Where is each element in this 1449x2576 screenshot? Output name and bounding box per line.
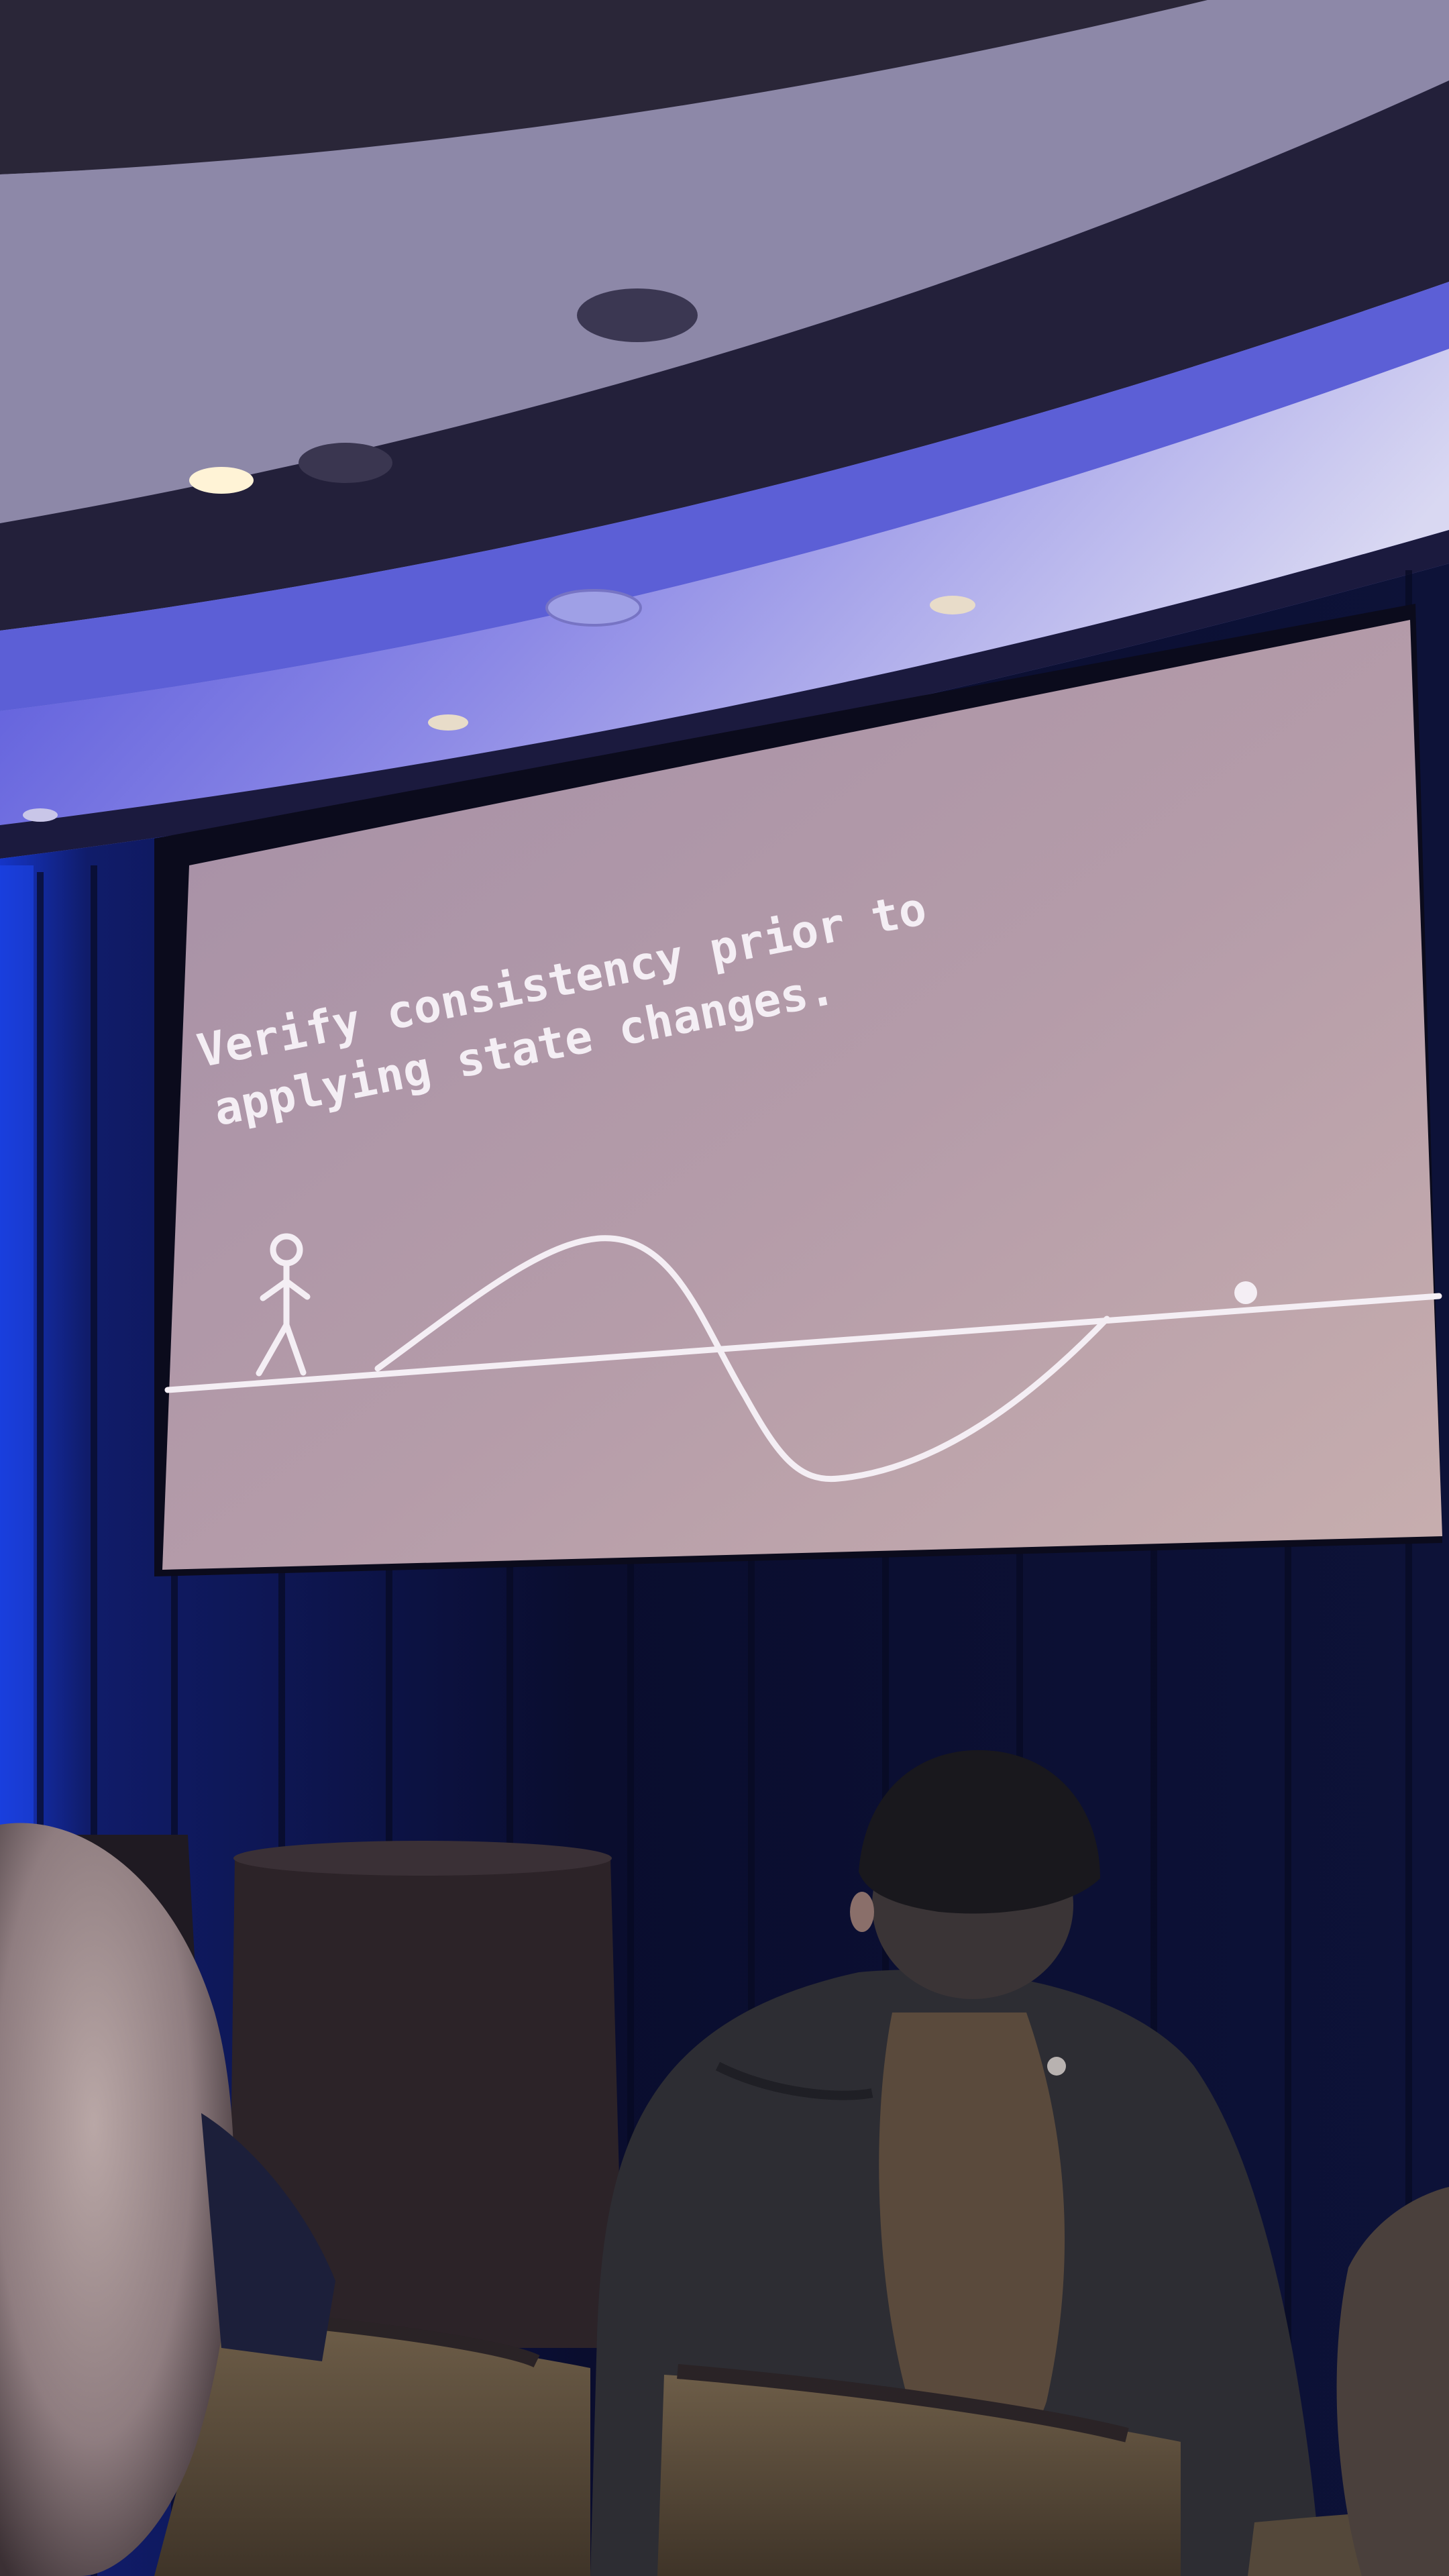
projection-screen <box>162 620 1442 1570</box>
ceiling-detector <box>545 589 642 627</box>
ceiling-vent <box>299 443 392 483</box>
blue-uplight <box>0 865 34 1838</box>
cocktail-table <box>228 1843 624 2348</box>
ceiling-light <box>930 596 975 614</box>
soffit <box>0 349 1449 825</box>
cocktail-table-top <box>233 1841 612 1876</box>
audience-member <box>590 1750 1322 2576</box>
ceiling-light <box>23 808 58 822</box>
foreground-head <box>0 1823 335 2576</box>
ground-line <box>164 1293 1442 1393</box>
soffit-edge <box>0 530 1449 859</box>
chair-rail <box>677 2364 1129 2443</box>
ceiling-speaker <box>577 288 698 342</box>
ceiling-light <box>428 714 468 731</box>
chair <box>154 2321 590 2576</box>
ceiling-recess <box>0 80 1449 631</box>
cap <box>859 1750 1100 1914</box>
audience-member-right <box>1336 2187 1449 2576</box>
slide-drawing <box>164 1233 1442 1483</box>
wave-curve <box>374 1235 1110 1483</box>
ball-icon <box>1234 1281 1257 1304</box>
ceiling-cove <box>0 282 1449 711</box>
ceiling-curved-panel <box>0 0 1449 523</box>
ceiling-light <box>189 467 254 494</box>
stick-figure-icon <box>256 1233 311 1377</box>
